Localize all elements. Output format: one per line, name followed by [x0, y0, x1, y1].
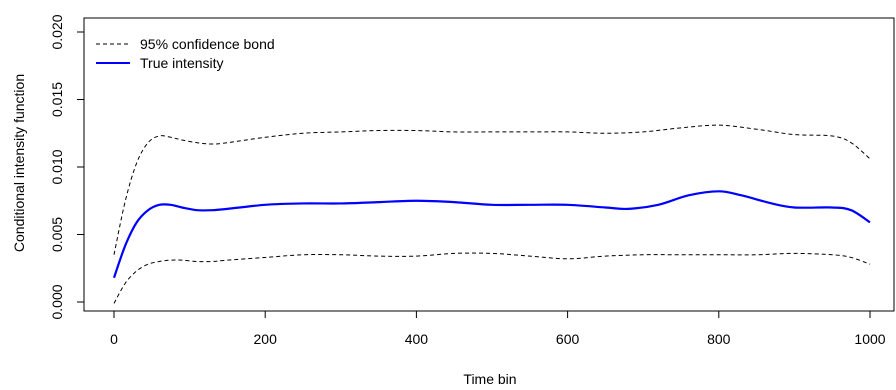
y-tick-label: 0.015 — [49, 82, 65, 117]
x-tick-label: 400 — [405, 331, 429, 347]
series-upper-confidence-bond — [113, 124, 871, 255]
y-axis-title: Conditional intensity function — [11, 74, 27, 252]
legend-label-confidence-bond: 95% confidence bond — [140, 36, 275, 52]
series-lower-confidence-bond — [113, 252, 871, 304]
legend: 95% confidence bond True intensity — [96, 36, 275, 71]
series-true-intensity — [112, 190, 871, 279]
y-tick-label: 0.010 — [49, 149, 65, 184]
x-tick-label: 800 — [707, 331, 731, 347]
x-axis-title: Time bin — [463, 371, 516, 387]
x-tick-label: 1000 — [854, 331, 885, 347]
x-tick-label: 0 — [110, 331, 118, 347]
legend-label-true-intensity: True intensity — [140, 55, 224, 71]
x-tick-label: 200 — [254, 331, 278, 347]
y-axis: 0.000 0.005 0.010 0.015 0.020 — [49, 14, 85, 320]
x-tick-label: 600 — [556, 331, 580, 347]
y-tick-label: 0.000 — [49, 284, 65, 319]
y-tick-label: 0.020 — [49, 14, 65, 49]
y-tick-label: 0.005 — [49, 217, 65, 252]
series-layer — [112, 124, 871, 304]
x-axis: 0 200 400 600 800 1000 — [110, 310, 886, 347]
